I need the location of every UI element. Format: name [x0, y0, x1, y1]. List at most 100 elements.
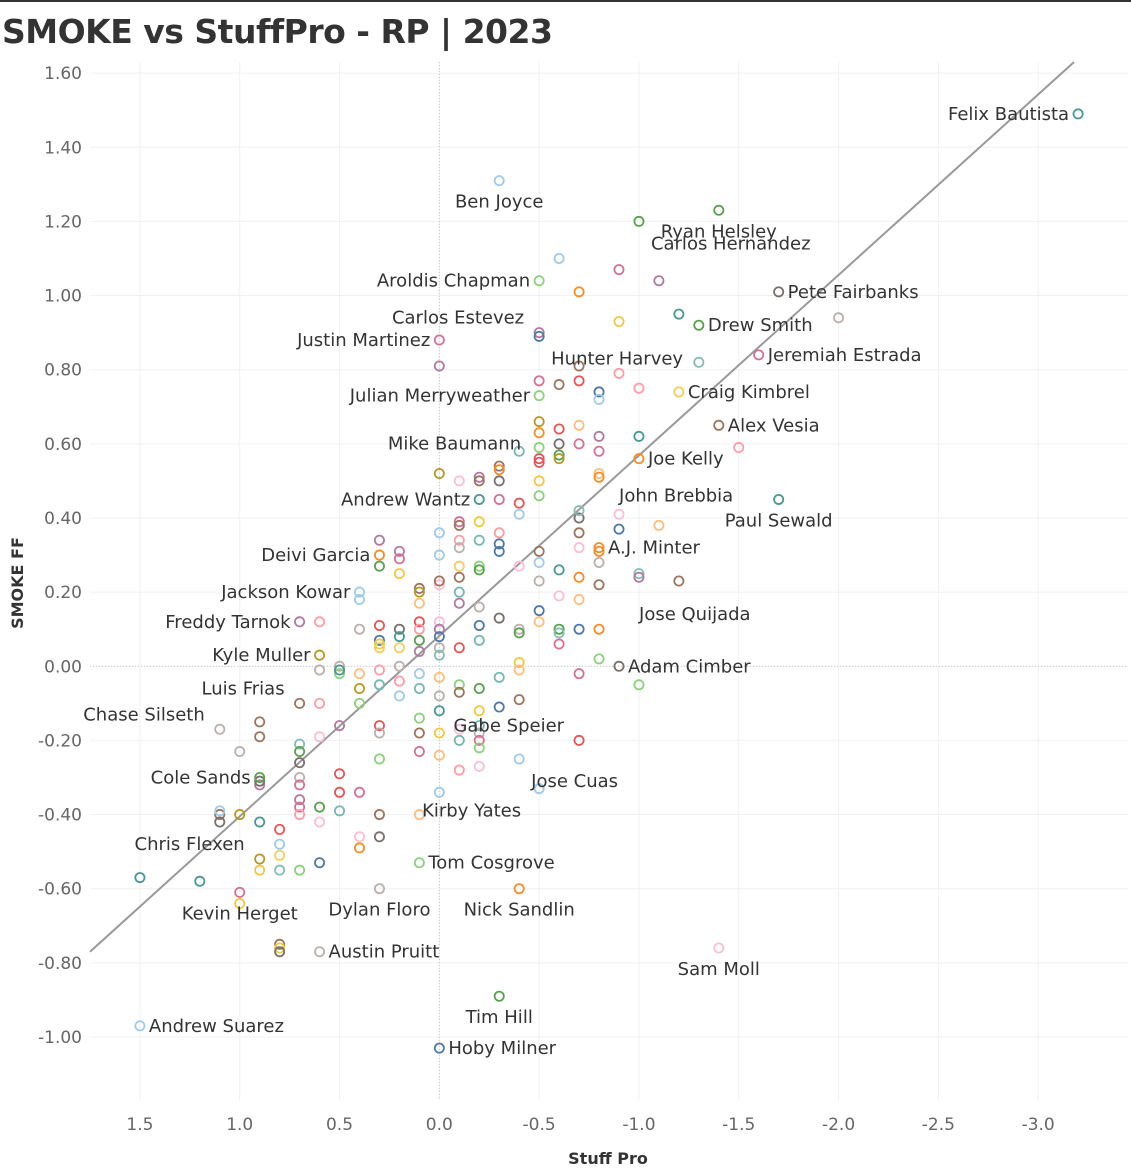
point-label: Craig Kimbrel [688, 382, 810, 403]
y-tick-label: 1.60 [44, 64, 82, 84]
point-label: Hoby Milner [448, 1038, 556, 1059]
point-label: Jose Quijada [638, 604, 751, 625]
data-point-labeled [673, 386, 685, 398]
data-point [433, 690, 445, 702]
data-point [513, 445, 525, 457]
data-point-labeled [214, 723, 226, 735]
data-point [573, 668, 585, 680]
data-point-labeled [773, 286, 785, 298]
data-point-labeled [573, 734, 585, 746]
data-point-labeled [753, 349, 765, 361]
data-point [473, 534, 485, 546]
point-label: Andrew Suarez [149, 1016, 284, 1037]
data-point [373, 560, 385, 572]
data-point [513, 627, 525, 639]
point-label: John Brebbia [618, 486, 733, 507]
data-point-labeled [294, 616, 306, 628]
data-point [254, 864, 266, 876]
point-label: A.J. Minter [608, 538, 701, 559]
data-point [433, 360, 445, 372]
y-tick-label: 0.80 [44, 361, 82, 381]
data-point-labeled [234, 886, 246, 898]
data-point-labeled [513, 753, 525, 765]
data-point [573, 571, 585, 583]
data-point [513, 560, 525, 572]
data-point [553, 438, 565, 450]
data-point [513, 508, 525, 520]
data-point [334, 720, 346, 732]
data-point [633, 679, 645, 691]
data-point [493, 475, 505, 487]
point-label: Chris Flexen [135, 834, 245, 855]
data-point [314, 731, 326, 743]
point-label: Luis Frias [202, 678, 285, 699]
data-point [314, 816, 326, 828]
data-point [553, 423, 565, 435]
data-point [413, 746, 425, 758]
data-point-labeled [373, 549, 385, 561]
data-point [234, 746, 246, 758]
data-point [473, 634, 485, 646]
point-label: Joe Kelly [647, 449, 724, 470]
data-point [393, 675, 405, 687]
data-point [833, 312, 845, 324]
data-point [373, 831, 385, 843]
data-point [573, 360, 585, 372]
data-point [473, 471, 485, 483]
data-point [473, 475, 485, 487]
data-point [593, 653, 605, 665]
point-label: Kevin Herget [182, 903, 298, 924]
data-point [473, 516, 485, 528]
point-label: Paul Sewald [725, 510, 833, 531]
data-point [433, 705, 445, 717]
point-label: Adam Cimber [628, 656, 751, 677]
data-point [733, 442, 745, 454]
data-point [433, 623, 445, 635]
data-point [553, 564, 565, 576]
data-point [553, 623, 565, 635]
point-label: Felix Bautista [948, 104, 1069, 125]
data-point [613, 264, 625, 276]
y-tick-label: -0.60 [38, 880, 82, 900]
data-point [393, 642, 405, 654]
data-point [473, 705, 485, 717]
y-tick-label: 0.20 [44, 583, 82, 603]
point-label: Carlos Hernandez [651, 233, 811, 254]
data-point [433, 527, 445, 539]
y-tick-label: -0.40 [38, 806, 82, 826]
data-point [413, 683, 425, 695]
data-point [493, 527, 505, 539]
data-point-labeled [633, 453, 645, 465]
data-point [433, 671, 445, 683]
data-point [633, 382, 645, 394]
data-point [513, 497, 525, 509]
data-point [513, 694, 525, 706]
data-point-labeled [693, 319, 705, 331]
data-point [294, 738, 306, 750]
data-point [453, 586, 465, 598]
data-point [473, 619, 485, 631]
data-point [373, 720, 385, 732]
data-point [393, 545, 405, 557]
data-point [613, 315, 625, 327]
data-point [653, 275, 665, 287]
data-point [433, 642, 445, 654]
data-point [593, 393, 605, 405]
data-point [274, 838, 286, 850]
data-point-labeled [473, 493, 485, 505]
y-axis-title: SMOKE FF [8, 537, 27, 629]
y-tick-label: 1.00 [44, 287, 82, 307]
data-point [353, 786, 365, 798]
data-point [473, 564, 485, 576]
point-label: Ryan Helsley [661, 221, 777, 242]
data-point [533, 375, 545, 387]
x-axis-ticks: 1.5 1.0 0.5 0.0 -0.5 -1.0 -1.5 -2.0 -2.5 -3.0 [126, 1115, 1054, 1135]
data-point [493, 545, 505, 557]
data-point [453, 597, 465, 609]
data-point [373, 664, 385, 676]
point-label: Jeremiah Estrada [767, 345, 922, 366]
data-point-labeled [314, 946, 326, 958]
data-point [353, 683, 365, 695]
point-label: Julian Merryweather [349, 386, 531, 407]
